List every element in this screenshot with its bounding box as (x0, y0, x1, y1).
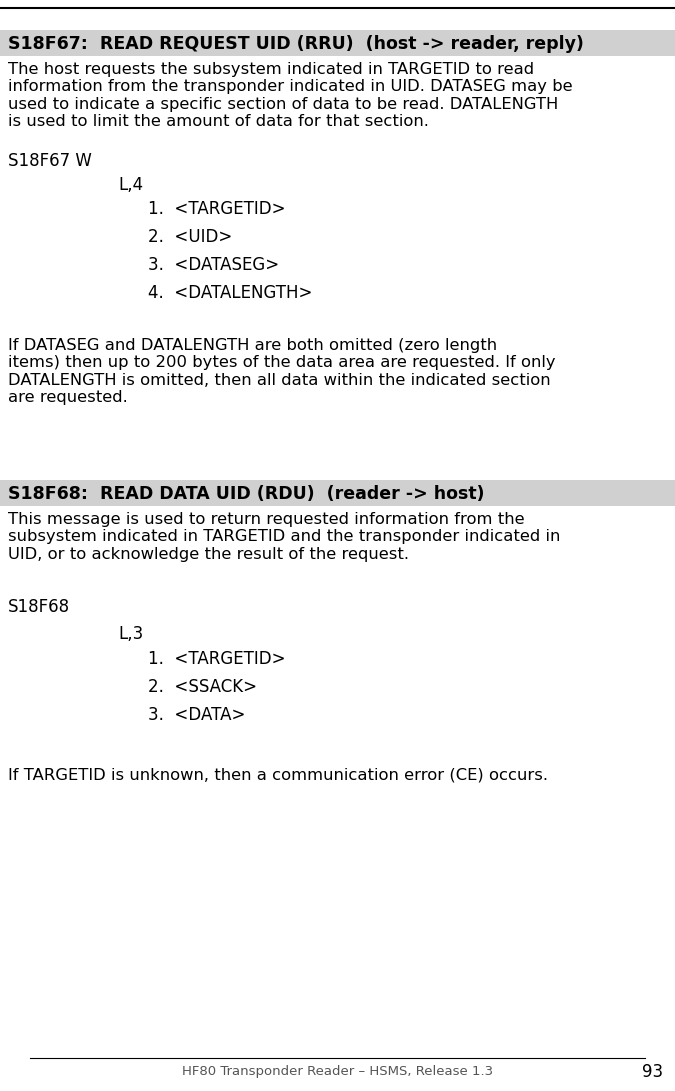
Bar (0, 480, 675, 506)
Text: 3.  <DATASEG>: 3. <DATASEG> (148, 256, 279, 274)
Text: 93: 93 (642, 1063, 663, 1081)
Text: L,3: L,3 (118, 625, 143, 643)
Text: If TARGETID is unknown, then a communication error (CE) occurs.: If TARGETID is unknown, then a communica… (8, 768, 548, 783)
Bar (0, 29, 675, 56)
Text: 4.  <DATALENGTH>: 4. <DATALENGTH> (148, 284, 313, 302)
Text: L,4: L,4 (118, 176, 143, 194)
Text: The host requests the subsystem indicated in TARGETID to read
information from t: The host requests the subsystem indicate… (8, 62, 572, 129)
Text: S18F68:  READ DATA UID (RDU)  (reader -> host): S18F68: READ DATA UID (RDU) (reader -> h… (8, 485, 485, 503)
Text: 2.  <UID>: 2. <UID> (148, 228, 232, 245)
Text: HF80 Transponder Reader – HSMS, Release 1.3: HF80 Transponder Reader – HSMS, Release … (182, 1065, 493, 1078)
Text: 1.  <TARGETID>: 1. <TARGETID> (148, 200, 286, 218)
Text: S18F67 W: S18F67 W (8, 152, 92, 170)
Text: 2.  <SSACK>: 2. <SSACK> (148, 678, 257, 696)
Text: 1.  <TARGETID>: 1. <TARGETID> (148, 650, 286, 668)
Text: If DATASEG and DATALENGTH are both omitted (zero length
items) then up to 200 by: If DATASEG and DATALENGTH are both omitt… (8, 338, 556, 405)
Text: S18F68: S18F68 (8, 598, 70, 616)
Text: S18F67:  READ REQUEST UID (RRU)  (host -> reader, reply): S18F67: READ REQUEST UID (RRU) (host -> … (8, 35, 584, 53)
Text: 3.  <DATA>: 3. <DATA> (148, 706, 246, 724)
Text: This message is used to return requested information from the
subsystem indicate: This message is used to return requested… (8, 512, 560, 562)
